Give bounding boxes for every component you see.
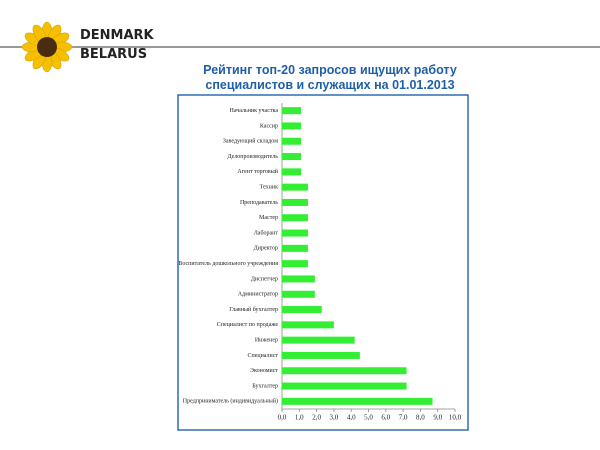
bar [282, 397, 433, 405]
y-tick-label: Главный бухгалтер [229, 306, 278, 313]
y-tick-label: Преподаватель [240, 200, 278, 206]
x-tick-label: 4,0 [347, 414, 356, 422]
x-tick-label: 6,0 [381, 414, 390, 422]
bar [282, 244, 308, 252]
y-tick-label: Мастер [259, 215, 278, 221]
y-tick-label: Заведующий складом [223, 138, 278, 145]
bar [282, 168, 302, 176]
x-tick-label: 5,0 [364, 414, 373, 422]
x-tick-label: 8,0 [416, 414, 425, 422]
y-tick-label: Специалист по продаже [217, 322, 279, 328]
x-tick-label: 10,0 [449, 414, 462, 422]
bar [282, 321, 334, 329]
y-tick-label: Администратор [238, 292, 278, 298]
bar [282, 306, 322, 314]
y-tick-label: Воспитатель дошкольного учреждения [178, 261, 278, 267]
y-tick-label: Агент торговый [237, 168, 278, 175]
y-tick-label: Делопроизводитель [227, 154, 278, 160]
x-tick-label: 2,0 [312, 414, 321, 422]
y-tick-label: Кассир [260, 123, 278, 129]
bar [282, 382, 407, 390]
chart-title: Рейтинг топ-20 запросов ищущих работу сп… [203, 63, 457, 92]
y-tick-label: Предприниматель (индивидуальный) [183, 398, 278, 405]
x-tick-label: 3,0 [330, 414, 339, 422]
y-tick-label: Бухгалтер [252, 383, 278, 389]
x-tick-label: 7,0 [399, 414, 408, 422]
bar [282, 229, 308, 237]
logo-text: DENMARK [80, 28, 155, 43]
y-tick-label: Директор [254, 246, 278, 252]
bar [282, 275, 315, 283]
y-tick-label: Начальник участка [229, 108, 278, 114]
x-tick-label: 0,0 [278, 414, 287, 422]
y-tick-label: Инженер [255, 338, 278, 344]
x-tick-label: 1,0 [295, 414, 304, 422]
bar [282, 198, 308, 206]
y-tick-label: Экономист [250, 368, 278, 374]
bar [282, 107, 302, 115]
bar [282, 137, 302, 145]
bar [282, 351, 360, 359]
y-tick-label: Специалист [247, 353, 278, 359]
logo-text: BELARUS [80, 47, 147, 62]
sunflower-logo [21, 21, 73, 73]
bar [282, 367, 407, 375]
bar [282, 183, 308, 191]
bar [282, 260, 308, 268]
y-tick-label: Лаборант [254, 229, 279, 236]
y-tick-label: Диспетчер [251, 276, 278, 282]
bar [282, 122, 302, 130]
bar [282, 153, 302, 161]
bar [282, 290, 315, 298]
bar [282, 214, 308, 222]
y-tick-label: Техник [260, 185, 278, 191]
bar [282, 336, 355, 344]
x-tick-label: 9,0 [433, 414, 442, 422]
